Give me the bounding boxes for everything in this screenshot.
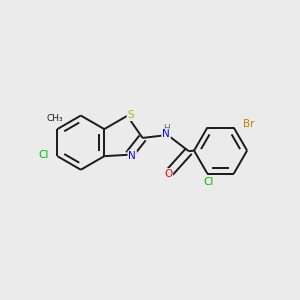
- Text: N: N: [128, 151, 136, 161]
- Text: O: O: [164, 169, 172, 179]
- Text: N: N: [162, 129, 170, 140]
- Text: Br: Br: [243, 119, 255, 129]
- Text: Cl: Cl: [38, 150, 48, 160]
- Text: S: S: [128, 110, 134, 120]
- Text: H: H: [163, 124, 170, 133]
- Text: Cl: Cl: [204, 177, 214, 188]
- Text: CH₃: CH₃: [46, 114, 63, 123]
